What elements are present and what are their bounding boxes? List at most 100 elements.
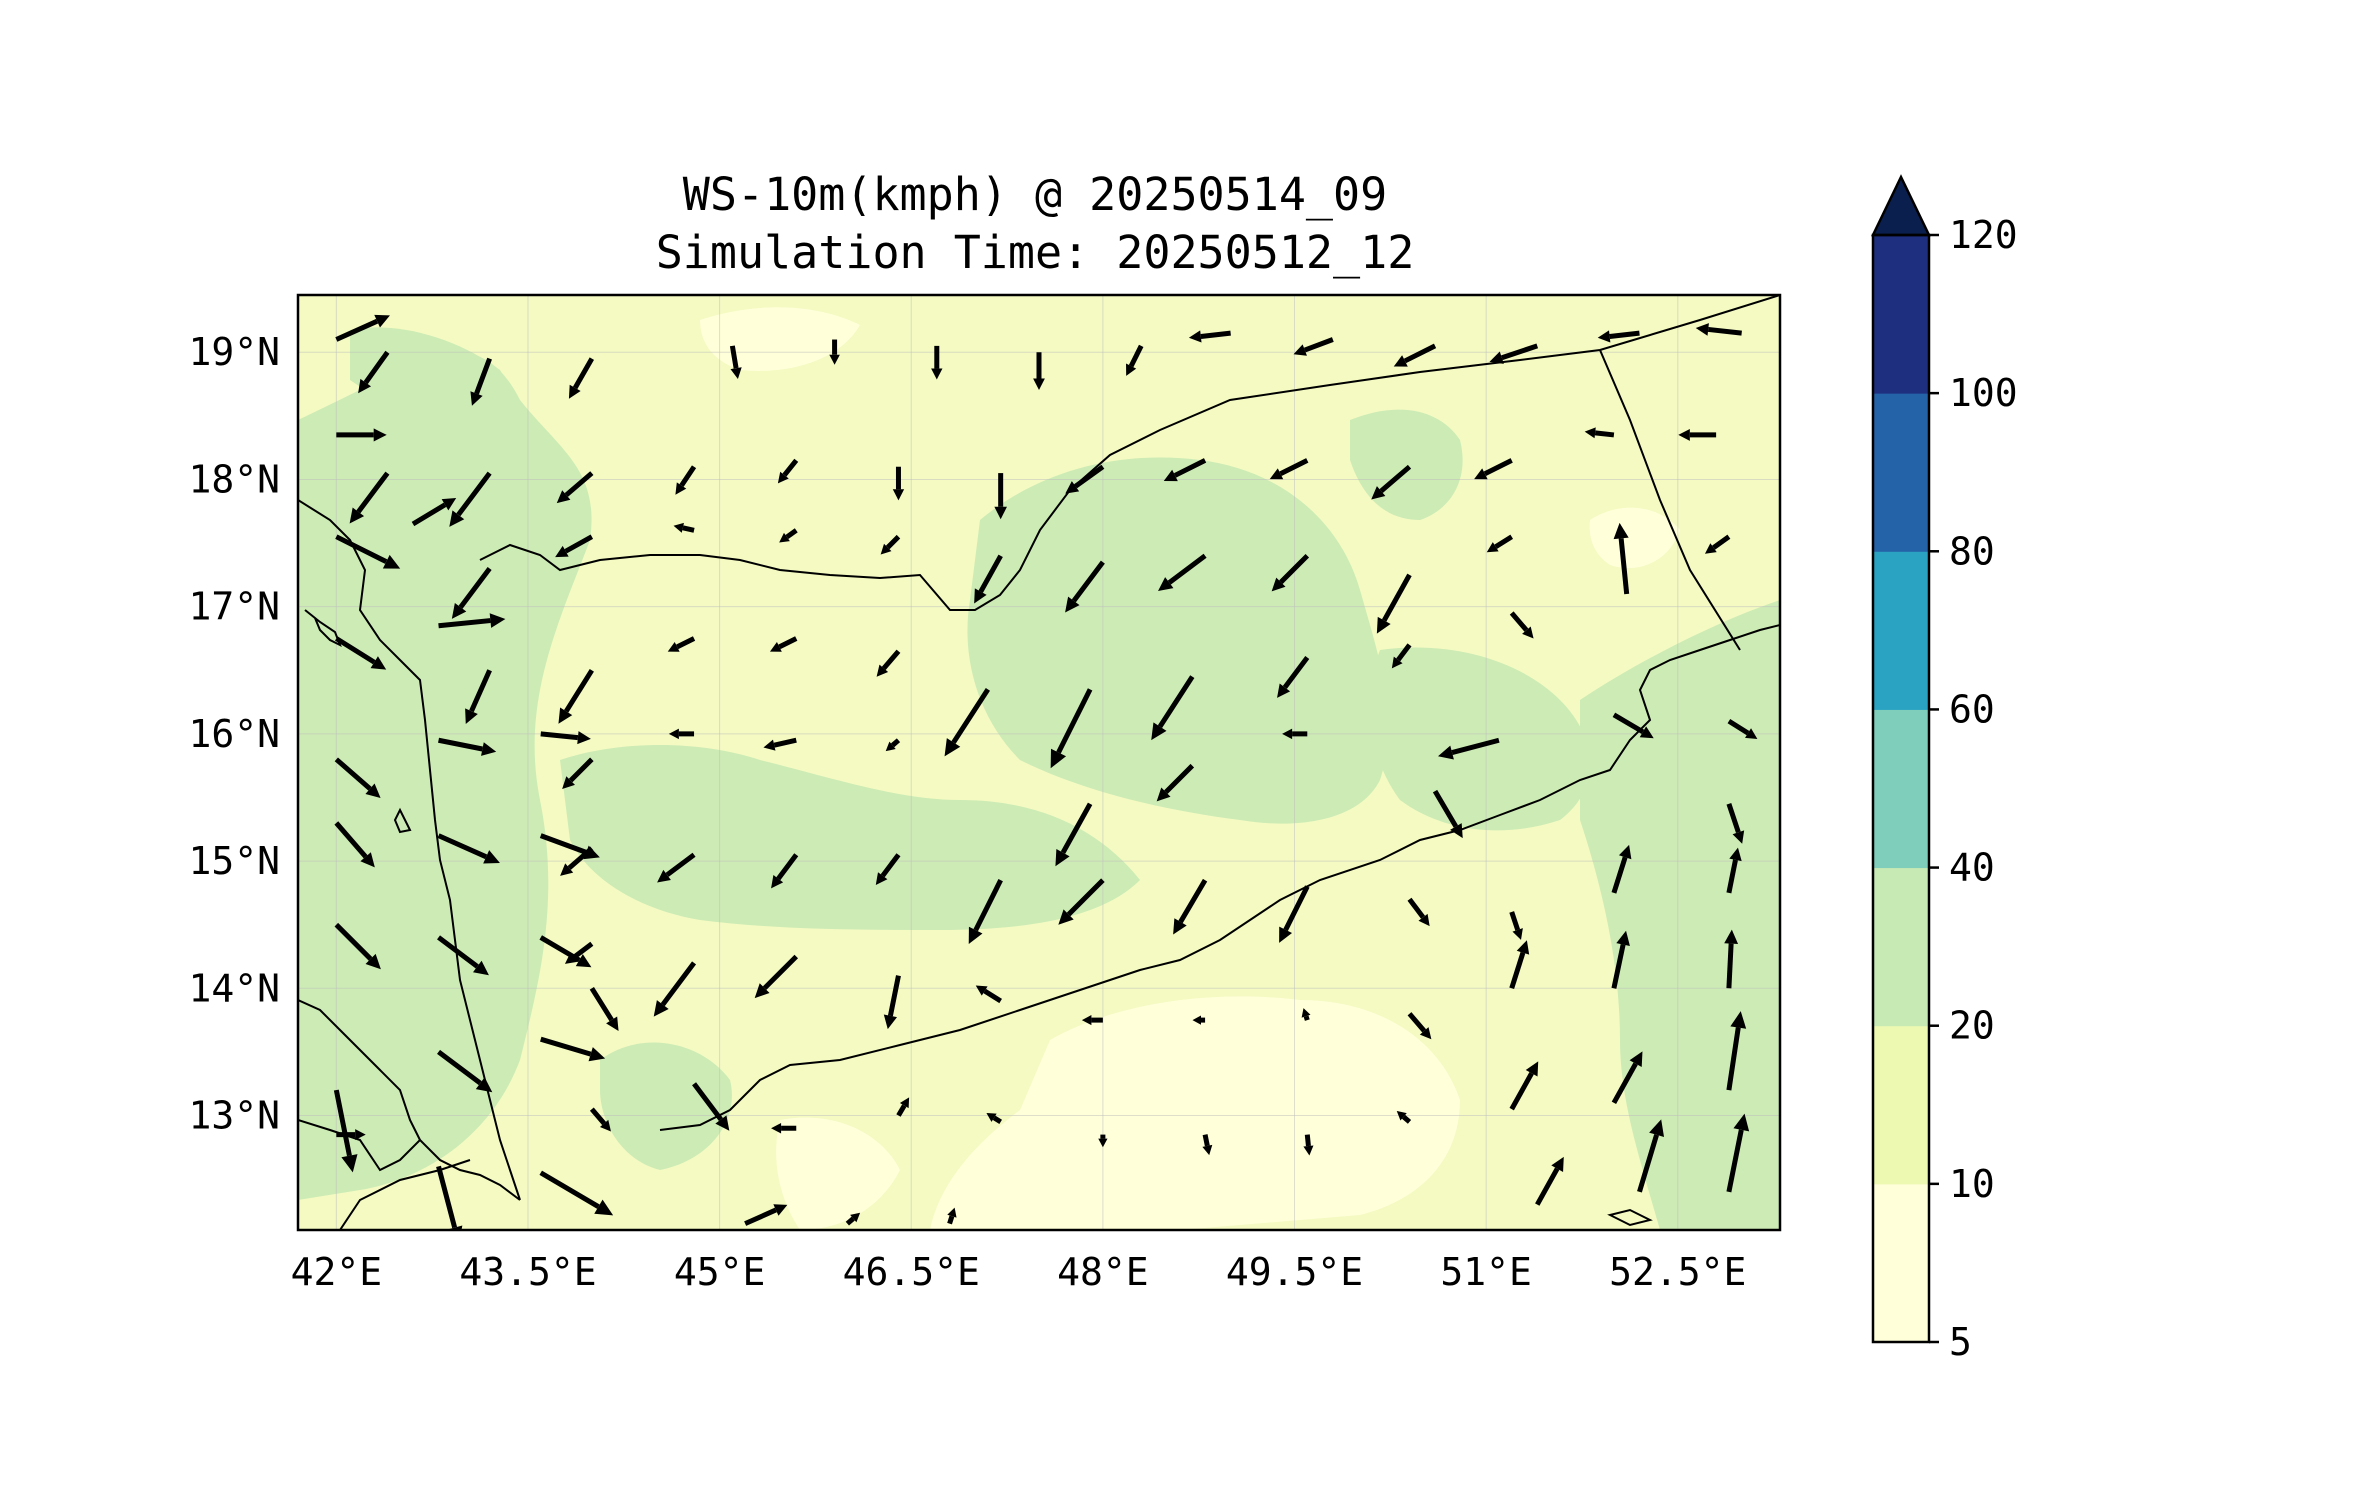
- wind-arrow: [470, 357, 492, 406]
- wind-arrow: [876, 649, 901, 677]
- wind-arrow: [1407, 1012, 1432, 1040]
- colorbar-segment: [1873, 551, 1929, 710]
- wind-arrow: [589, 986, 619, 1032]
- colorbar-tick-label: 80: [1949, 529, 1995, 573]
- wind-arrow: [334, 757, 381, 799]
- wind-arrow: [947, 1207, 957, 1225]
- wind-arrow: [1081, 1015, 1103, 1026]
- wind-arrow: [692, 1082, 730, 1131]
- wind-arrow: [1597, 330, 1640, 343]
- yemen-oman-border: [1599, 349, 1741, 651]
- wind-arrow: [449, 471, 492, 527]
- wind-arrow: [1301, 1008, 1311, 1021]
- wind-arrow: [1509, 940, 1530, 990]
- wind-arrow: [1065, 464, 1105, 494]
- wind-arrow: [1192, 1015, 1206, 1025]
- wind-arrow: [1695, 323, 1742, 336]
- wind-arrow: [558, 668, 594, 724]
- wind-arrow: [1611, 1051, 1643, 1105]
- wind-arrow: [1151, 675, 1195, 741]
- colorbar-segment: [1873, 1025, 1929, 1185]
- y-tick-label: 13°N: [188, 1094, 280, 1138]
- wind-arrow: [675, 465, 697, 495]
- wind-vector-field: [333, 314, 1758, 1230]
- wind-arrow: [349, 471, 390, 524]
- wind-arrow: [744, 1204, 788, 1226]
- wind-arrow: [1202, 1134, 1213, 1156]
- wind-arrow: [438, 737, 497, 756]
- wind-arrow: [668, 728, 695, 740]
- colorbar-tick-label: 10: [1949, 1162, 1995, 1206]
- wind-arrow: [1033, 352, 1045, 391]
- wind-arrow: [729, 345, 742, 380]
- wind-arrow: [673, 522, 695, 533]
- saudi-yemen-border: [479, 295, 1780, 611]
- wind-arrow: [1371, 464, 1412, 500]
- wind-arrow: [975, 985, 1002, 1004]
- colorbar-tick-label: 20: [1949, 1004, 1995, 1048]
- wind-arrow: [1509, 911, 1523, 940]
- colorbar-segment: [1873, 393, 1929, 552]
- wind-arrow: [564, 941, 594, 964]
- wind-arrow: [1277, 656, 1310, 698]
- somaliland-coast: [339, 1159, 471, 1230]
- colorbar-tick-label: 40: [1949, 846, 1995, 890]
- wind-arrow: [1535, 1156, 1564, 1206]
- figure-title-line-1: WS-10m(kmph) @ 20250514_09: [683, 168, 1387, 221]
- wind-arrow: [771, 1122, 797, 1134]
- wind-arrow: [829, 339, 840, 365]
- x-tick-label: 52.5°E: [1609, 1250, 1746, 1294]
- wind-arrow: [1396, 1110, 1412, 1124]
- wind-arrow: [1058, 878, 1105, 925]
- wind-arrow: [437, 833, 500, 864]
- wind-arrow: [335, 314, 390, 342]
- wind-arrow: [754, 954, 799, 999]
- wind-arrow: [1173, 878, 1208, 935]
- wind-arrow: [568, 357, 595, 399]
- wind-arrow: [974, 554, 1003, 604]
- wind-arrow: [1393, 343, 1437, 367]
- wind-arrow: [1611, 844, 1632, 894]
- wind-arrow: [560, 846, 594, 876]
- wind-arrow: [555, 534, 594, 558]
- map-gridlines: [298, 295, 1780, 1230]
- wind-arrow: [1158, 553, 1207, 592]
- wind-arrow: [1612, 712, 1654, 739]
- wind-arrow: [1611, 930, 1630, 989]
- colorbar: 120 100 80 60 40 20 10 5: [1871, 174, 2018, 1364]
- wind-arrow: [1050, 688, 1093, 769]
- colorbar-tick-label: 120: [1949, 213, 2018, 257]
- wind-arrow: [1509, 1061, 1539, 1111]
- wind-arrow: [451, 567, 492, 619]
- wind-arrow: [986, 1112, 1002, 1124]
- wind-arrow: [335, 534, 401, 569]
- dahlak-islands: [304, 609, 342, 648]
- wind-arrow: [1055, 802, 1093, 867]
- wind-arrow: [1726, 1113, 1750, 1193]
- wind-arrow: [540, 731, 591, 745]
- wind-arrow: [1726, 803, 1745, 844]
- wind-arrow: [1163, 458, 1207, 482]
- wind-arrow: [1726, 847, 1742, 894]
- wind-arrow: [336, 428, 387, 442]
- y-tick-label: 14°N: [188, 966, 280, 1010]
- wind-arrow: [1474, 458, 1513, 480]
- wind-arrow: [1156, 763, 1195, 802]
- wind-arrow: [589, 1107, 611, 1132]
- x-tick-label: 48°E: [1057, 1250, 1149, 1294]
- wind-arrow: [1279, 885, 1310, 943]
- wind-arrow: [1293, 337, 1334, 356]
- wind-arrow: [411, 498, 457, 527]
- wind-arrow: [1282, 728, 1308, 740]
- wind-arrow: [1727, 719, 1758, 739]
- wind-arrow: [931, 345, 943, 380]
- wind-arrow: [562, 757, 594, 790]
- y-tick-label: 17°N: [188, 585, 280, 629]
- wind-arrow: [1509, 611, 1534, 639]
- wind-arrow: [1432, 789, 1463, 839]
- wind-arrow: [771, 853, 799, 889]
- wind-arrow: [653, 961, 697, 1017]
- colorbar-frame: [1871, 233, 1931, 1344]
- x-tick-label: 51°E: [1440, 1250, 1532, 1294]
